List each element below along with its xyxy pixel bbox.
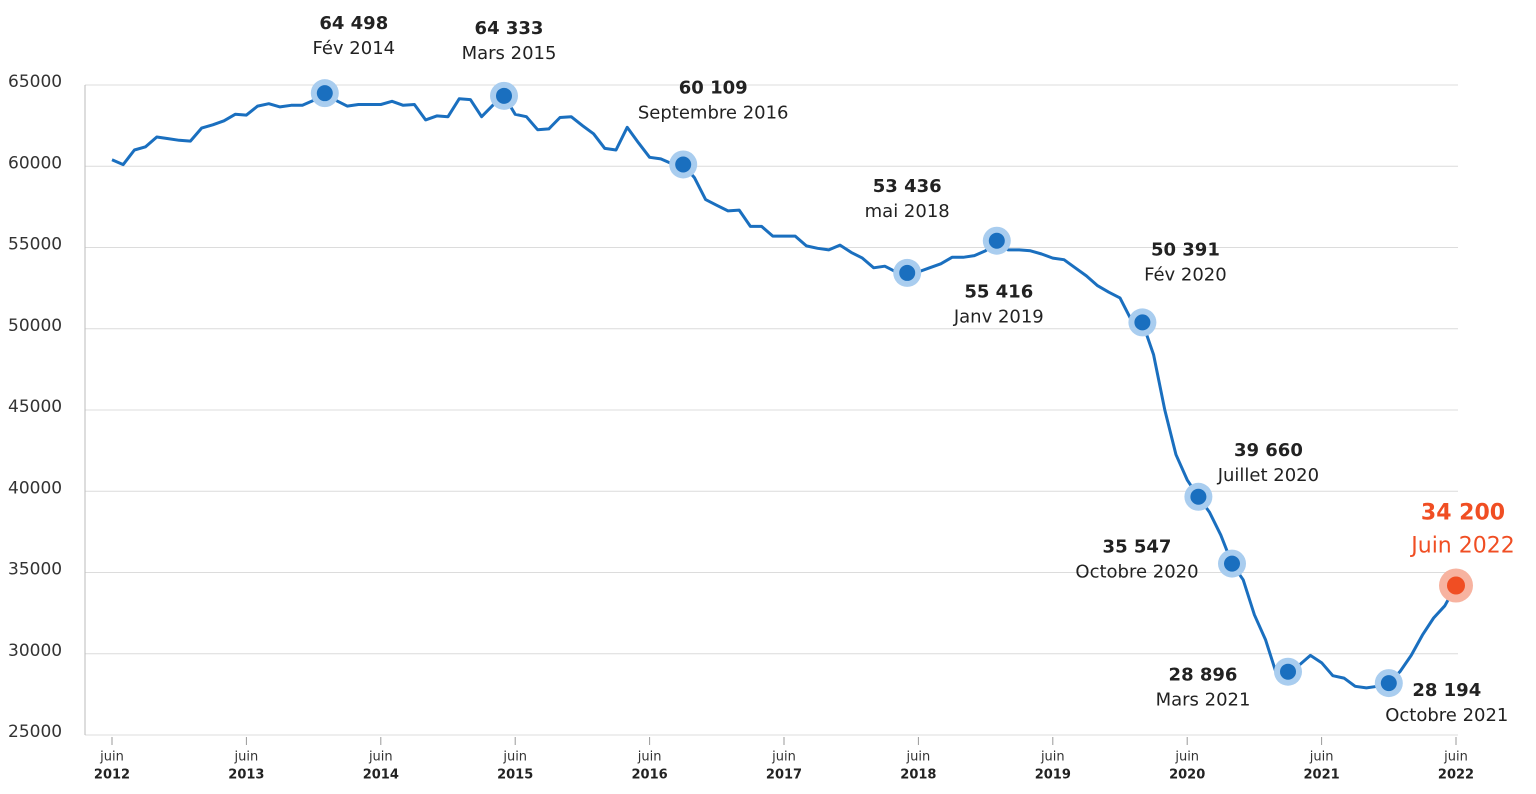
x-tick-month: juin [1309,750,1334,765]
x-tick-year: 2016 [632,768,668,783]
value-label: 34 200 [1421,501,1505,526]
x-tick-month: juin [1443,750,1468,765]
marker [1380,675,1397,692]
x-tick-year: 2013 [228,768,264,783]
date-label: Mars 2015 [462,43,557,64]
marker [1447,576,1465,595]
date-label: Juillet 2020 [1217,465,1319,486]
value-label: 35 547 [1103,537,1172,558]
x-tick-year: 2020 [1169,768,1205,783]
value-label: 39 660 [1234,440,1303,461]
value-label: 60 109 [679,77,748,98]
x-tick-year: 2012 [94,768,130,783]
x-tick-month: juin [637,750,662,765]
y-tick-label: 25000 [8,722,62,742]
y-tick-label: 40000 [8,478,62,498]
x-tick-year: 2021 [1304,768,1340,783]
marker [988,232,1005,249]
x-tick-month: juin [234,750,259,765]
value-label: 53 436 [873,176,942,197]
x-tick-month: juin [502,750,527,765]
x-tick-year: 2022 [1438,768,1474,783]
date-label: Juin 2022 [1409,534,1514,559]
date-label: mai 2018 [865,201,950,222]
date-label: Octobre 2021 [1385,705,1508,726]
marker [1280,663,1296,680]
value-label: 28 896 [1169,665,1238,686]
x-tick-month: juin [771,750,796,765]
y-tick-label: 45000 [8,397,62,417]
x-tick-month: juin [1040,750,1065,765]
y-tick-label: 60000 [8,153,62,173]
x-tick-month: juin [99,750,124,765]
date-label: Mars 2021 [1156,690,1251,711]
y-tick-label: 50000 [8,316,62,336]
x-tick-year: 2017 [766,768,802,783]
date-label: Fév 2020 [1144,264,1227,285]
x-tick-month: juin [906,750,931,765]
value-label: 28 194 [1412,680,1481,701]
marker [316,85,333,102]
x-tick-month: juin [368,750,393,765]
x-tick-year: 2018 [900,768,936,783]
marker [496,87,512,104]
value-label: 55 416 [964,282,1033,303]
value-label: 50 391 [1151,239,1220,260]
x-tick-month: juin [1174,750,1199,765]
marker [1190,488,1207,505]
x-tick-year: 2019 [1035,768,1071,783]
line [111,91,1458,690]
y-tick-label: 35000 [8,560,62,580]
y-tick-label: 55000 [8,235,62,255]
y-tick-label: 30000 [8,641,62,661]
x-tick-year: 2014 [363,768,399,783]
marker [1224,555,1240,572]
x-tick-year: 2015 [497,768,533,783]
date-label: Septembre 2016 [638,102,789,123]
value-label: 64 333 [475,18,544,39]
date-label: Fév 2014 [312,38,395,59]
value-label: 64 498 [319,13,388,34]
marker [1134,314,1151,331]
marker [899,264,916,281]
y-tick-label: 65000 [8,72,62,92]
date-label: Octobre 2020 [1075,562,1198,583]
marker [675,156,692,173]
date-label: Janv 2019 [953,307,1044,328]
